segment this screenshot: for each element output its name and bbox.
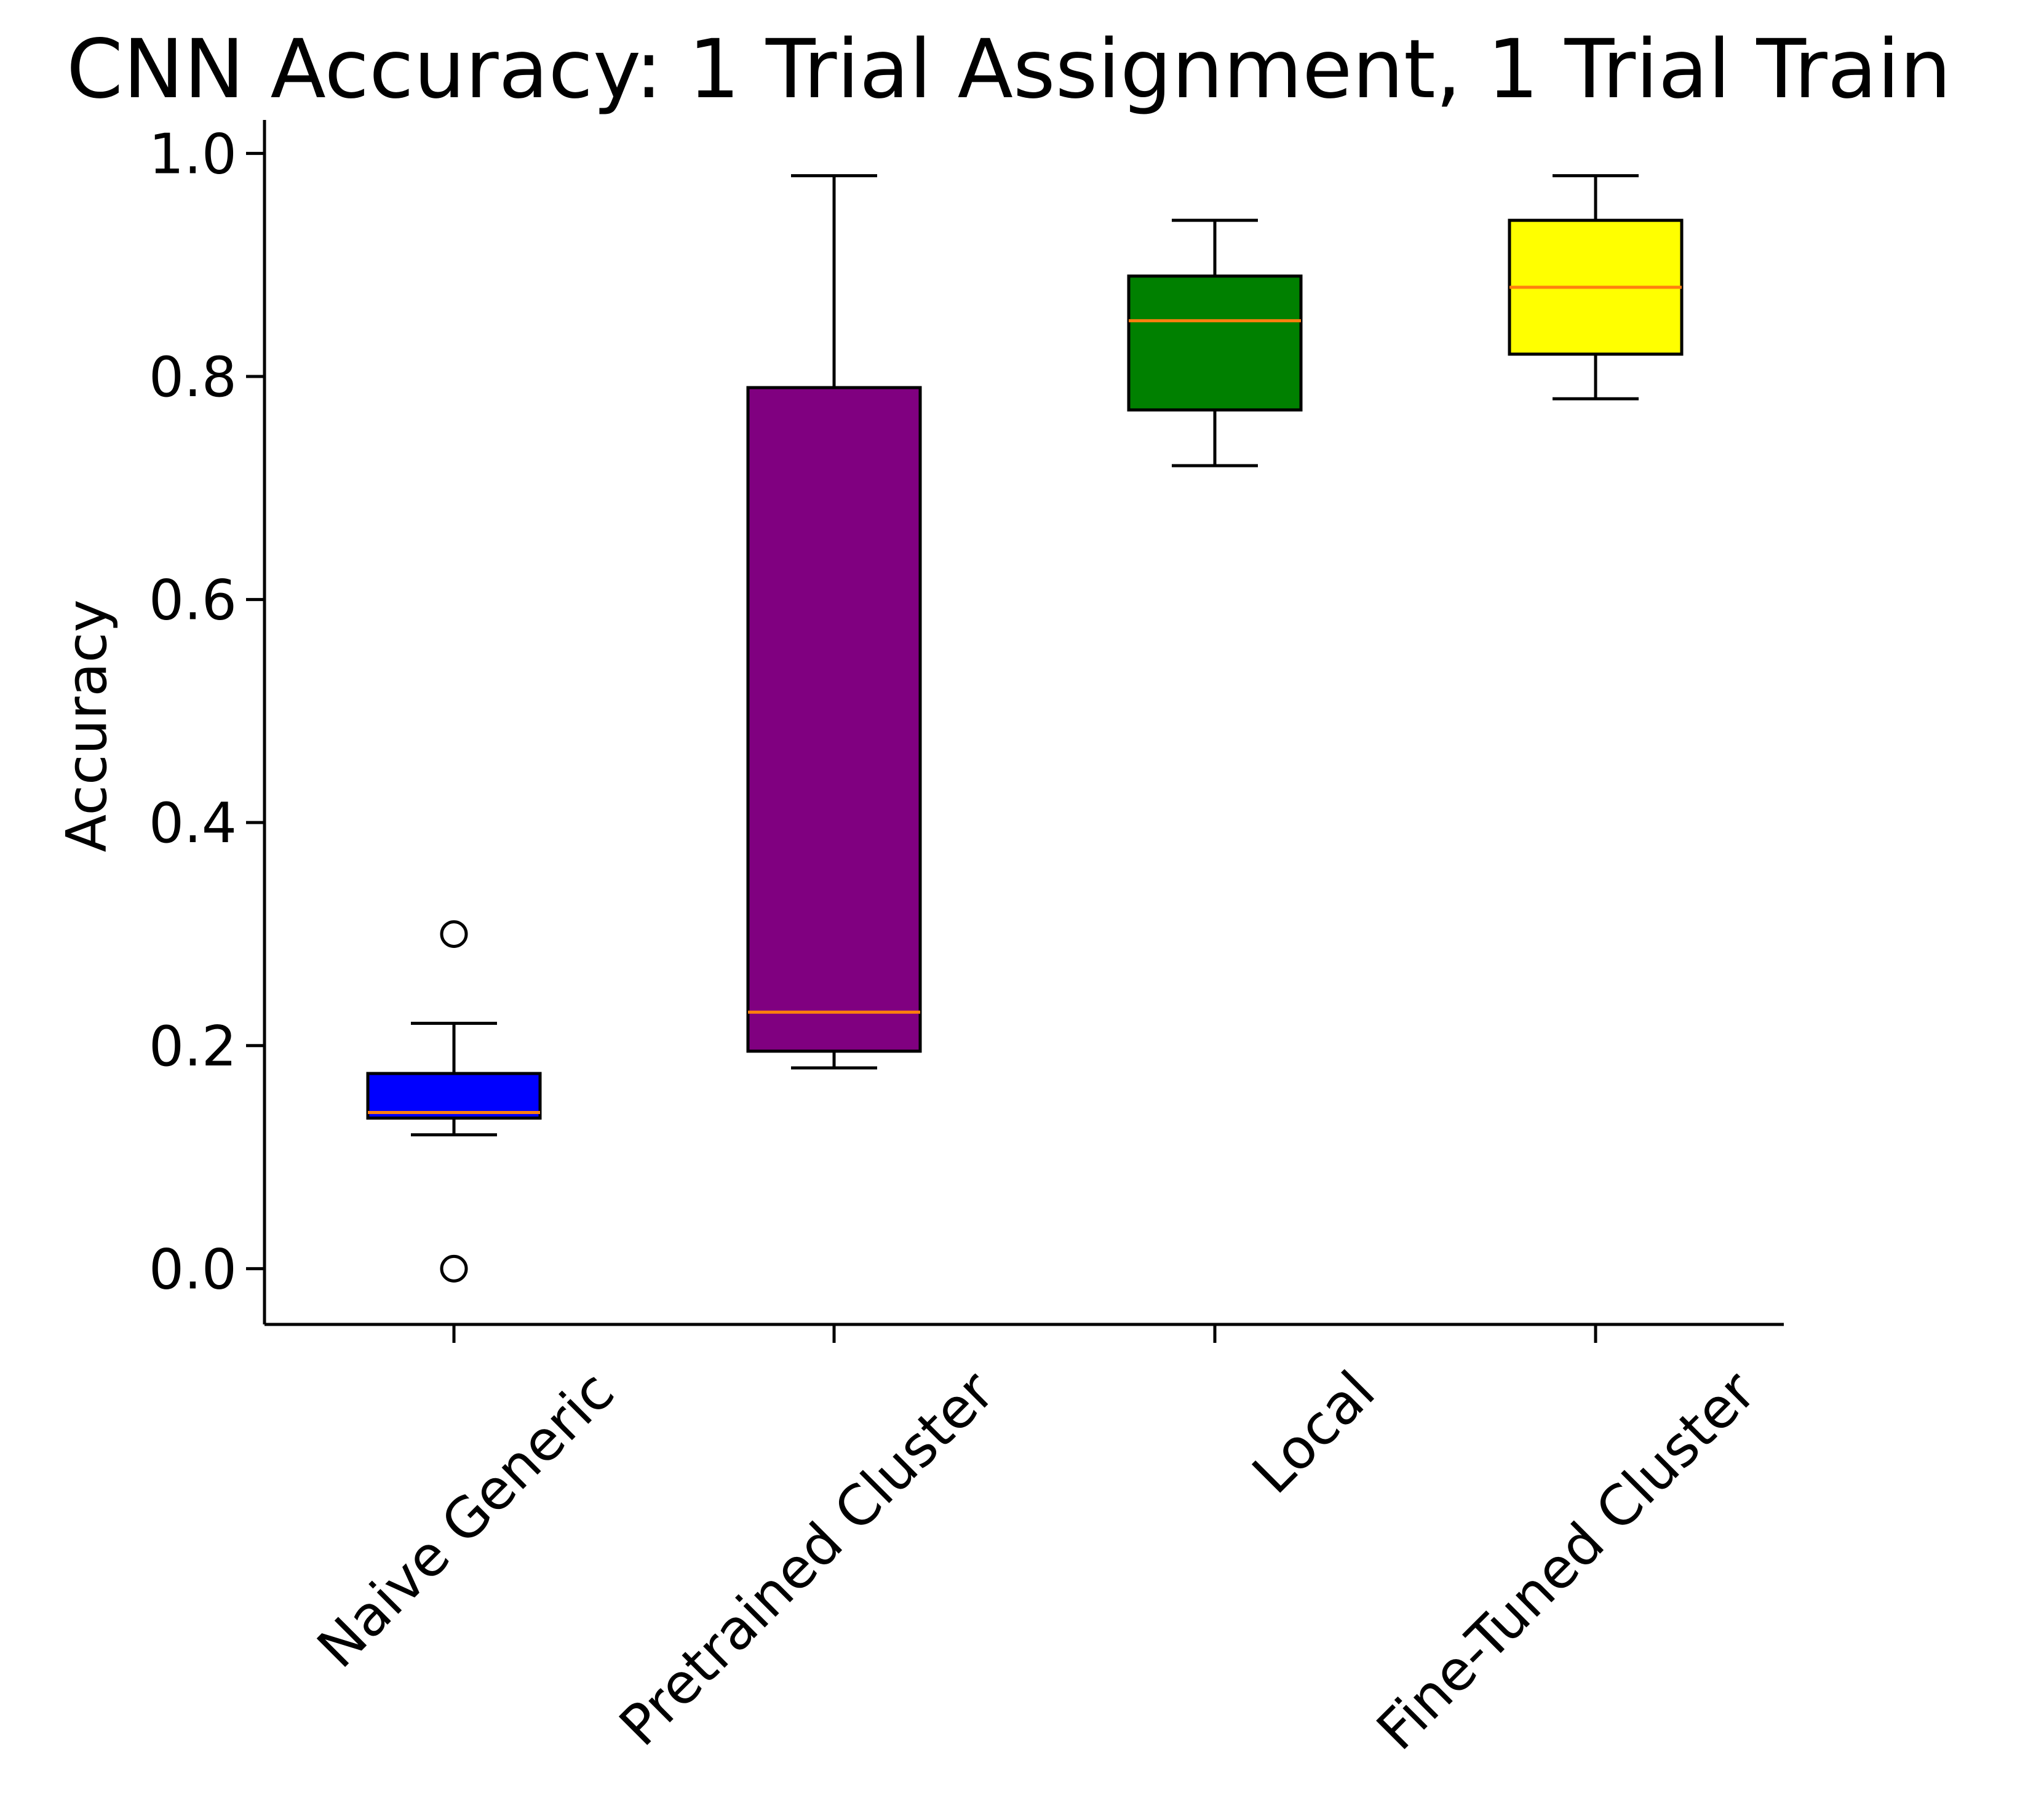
y-tick-label: 1.0 (149, 122, 237, 186)
outlier-point (440, 920, 468, 948)
y-tick-label: 0.6 (149, 568, 237, 633)
y-tick-label: 0.8 (149, 345, 237, 410)
x-tick-label: Local (1240, 1359, 1387, 1506)
box-rect (746, 386, 922, 1053)
y-tick-label: 0.4 (149, 791, 237, 856)
y-tick-label: 0.0 (149, 1237, 237, 1302)
x-tick-label: Pretrained Cluster (607, 1359, 1006, 1758)
y-tick-label: 0.2 (149, 1014, 237, 1079)
x-tick-label: Naive Generic (305, 1359, 626, 1680)
box-group (1508, 174, 1684, 400)
y-axis-label: Accuracy (55, 600, 119, 853)
outlier-point (440, 1254, 468, 1283)
box-rect (1127, 274, 1303, 412)
box-group (1127, 218, 1303, 468)
chart-title: CNN Accuracy: 1 Trial Assignment, 1 Tria… (66, 22, 1951, 117)
box-group (746, 174, 922, 1070)
x-tick-label: Fine-Tuned Cluster (1365, 1359, 1768, 1762)
box-group (366, 920, 542, 1283)
plot-area (366, 174, 1684, 1283)
box-rect (366, 1072, 542, 1120)
